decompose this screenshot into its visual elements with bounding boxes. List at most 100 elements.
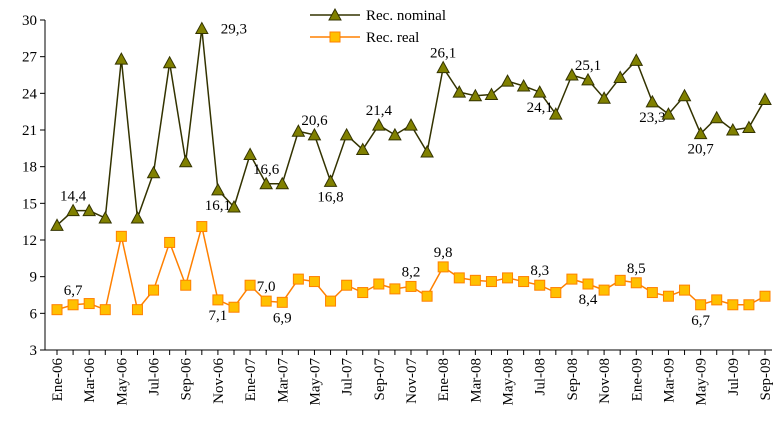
data-point [421,290,433,302]
data-label: 8,4 [579,292,598,308]
data-label: 8,5 [627,261,646,277]
data-label: 6,9 [273,310,292,326]
data-point [405,280,417,292]
y-tick-label: 24 [22,86,38,102]
data-label: 16,6 [253,162,280,178]
data-point [373,278,385,290]
data-point [355,142,370,156]
x-tick-label: Ene-07 [243,358,259,402]
data-point [453,272,465,284]
data-point [388,127,402,141]
data-point [758,92,772,105]
data-point [468,88,483,102]
data-point [212,294,224,306]
data-label: 6,7 [691,313,710,329]
data-point [50,218,64,231]
y-tick-label: 3 [30,343,38,359]
data-point [437,261,449,273]
data-point [566,273,578,285]
data-point [662,290,674,302]
data-point [502,272,514,284]
data-point [341,279,353,291]
x-tick-label: Sep-06 [179,358,195,401]
data-point [292,273,304,285]
y-tick-label: 27 [22,50,38,66]
data-label: 7,0 [257,279,276,295]
data-point [66,203,80,217]
data-label: 25,1 [575,58,601,74]
data-point [452,85,467,98]
data-label: 26,1 [430,46,456,62]
x-tick-label: May-09 [694,358,710,406]
data-point [645,94,660,108]
x-tick-label: Jul-09 [726,358,742,396]
data-point [630,277,642,289]
data-point [275,176,290,190]
data-label: 9,8 [434,245,453,261]
data-label: 14,4 [60,189,87,205]
y-tick-label: 21 [22,123,37,139]
data-point [260,295,272,307]
data-point [613,70,628,83]
data-label: 29,3 [221,22,247,38]
data-point [582,278,594,290]
data-point [146,165,161,179]
x-tick-label: Nov-06 [211,358,227,404]
data-point [194,21,209,35]
y-tick-label: 15 [22,196,37,212]
data-point [164,236,176,248]
x-tick-label: Nov-08 [597,358,613,404]
data-point [532,85,547,98]
x-tick-label: Mar-08 [468,358,484,403]
data-point [420,144,434,158]
data-point [518,276,530,288]
data-label: 6,7 [64,283,83,299]
data-point [484,87,499,101]
y-tick-label: 18 [22,160,37,176]
data-point [695,299,707,311]
y-tick-label: 30 [22,13,37,29]
data-point [436,60,451,74]
y-tick-label: 9 [30,270,38,286]
data-point [404,118,418,131]
data-label: 21,4 [366,103,393,119]
y-tick-label: 6 [30,306,38,322]
data-point [307,127,322,141]
data-point [565,67,579,81]
x-tick-label: May-07 [307,358,323,406]
x-tick-label: Jul-07 [340,358,356,396]
data-point [211,182,225,196]
data-point [693,126,708,140]
data-point [550,287,562,299]
x-tick-label: Ene-08 [436,358,452,401]
data-point [51,304,63,316]
x-tick-label: Jul-08 [533,358,549,396]
data-point [534,279,546,291]
x-tick-label: Ene-06 [50,358,66,402]
data-point [291,124,306,137]
data-point [389,283,401,295]
data-point [469,274,481,286]
data-point [83,298,95,310]
data-point [500,74,515,87]
x-tick-label: Sep-08 [565,358,581,401]
x-tick-label: Ene-09 [629,358,645,401]
data-point [243,147,257,160]
data-point [759,290,771,302]
data-label: 23,3 [639,110,665,126]
data-label: 8,3 [530,263,549,279]
data-point [82,203,97,217]
data-label: 7,1 [209,308,228,324]
data-point [130,210,145,224]
data-point [597,91,611,104]
data-point [646,287,658,299]
data-point [99,304,111,316]
data-point [581,72,595,86]
data-point [516,78,531,92]
data-point [162,55,177,69]
x-tick-label: Sep-07 [372,358,388,401]
x-tick-label: Mar-09 [661,358,677,403]
data-point [98,210,113,224]
x-tick-label: May-08 [501,358,517,406]
data-point [276,296,288,308]
